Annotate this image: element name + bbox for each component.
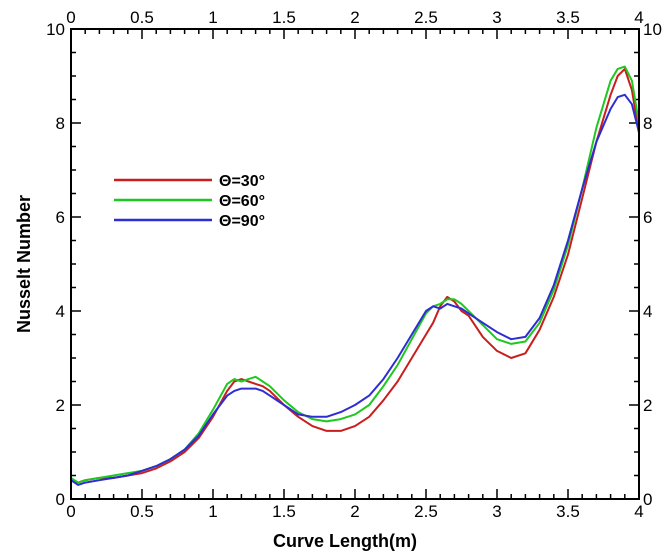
y-tick-label-right: 0 [643, 490, 652, 509]
ticks-layer [70, 28, 640, 500]
x-tick-label-top: 3.5 [556, 8, 580, 27]
x-tick-label-top: 0 [66, 8, 75, 27]
y-tick-label-right: 8 [643, 114, 652, 133]
x-tick-label-bottom: 1 [208, 502, 217, 521]
y-tick-label-left: 10 [46, 20, 65, 39]
y-tick-label-right: 6 [643, 208, 652, 227]
x-tick-label-bottom: 0.5 [130, 502, 154, 521]
x-tick-label-bottom: 3.5 [556, 502, 580, 521]
x-axis-title: Curve Length(m) [273, 531, 417, 551]
series-line-1 [70, 67, 640, 484]
legend-label-3: Θ=90° [219, 213, 265, 230]
y-tick-label-right: 2 [643, 396, 652, 415]
x-tick-label-top: 2 [350, 8, 359, 27]
y-axis-title: Nusselt Number [14, 195, 34, 333]
y-tick-label-left: 6 [56, 208, 65, 227]
series-line-3 [70, 93, 640, 486]
y-tick-label-left: 0 [56, 490, 65, 509]
x-tick-label-bottom: 0 [66, 502, 75, 521]
series-line-2 [70, 65, 640, 484]
x-tick-label-bottom: 2 [350, 502, 359, 521]
x-tick-label-top: 4 [634, 8, 643, 27]
y-tick-label-right: 4 [643, 302, 652, 321]
y-tick-label-right: 10 [643, 20, 662, 39]
x-tick-label-top: 1.5 [272, 8, 296, 27]
y-tick-label-left: 8 [56, 114, 65, 133]
x-tick-label-bottom: 4 [634, 502, 643, 521]
x-tick-label-bottom: 1.5 [272, 502, 296, 521]
x-tick-label-top: 2.5 [414, 8, 438, 27]
legend-label-1: Θ=30° [219, 173, 265, 190]
legend: Θ=30° Θ=60° Θ=90° [114, 173, 265, 230]
y-tick-label-left: 2 [56, 396, 65, 415]
x-tick-label-bottom: 3 [492, 502, 501, 521]
x-tick-label-top: 3 [492, 8, 501, 27]
x-tick-label-top: 0.5 [130, 8, 154, 27]
legend-label-2: Θ=60° [219, 193, 265, 210]
plot-frame [70, 28, 640, 500]
series-layer [70, 65, 640, 486]
x-tick-label-bottom: 2.5 [414, 502, 438, 521]
x-tick-label-top: 1 [208, 8, 217, 27]
y-tick-label-left: 4 [56, 302, 65, 321]
